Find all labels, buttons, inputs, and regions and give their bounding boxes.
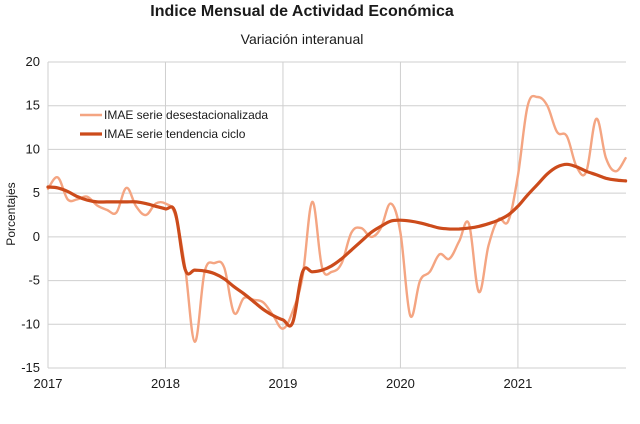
y-tick-label: 20 — [26, 54, 40, 69]
y-tick-label: 10 — [26, 141, 40, 156]
x-tick-label: 2019 — [268, 376, 297, 391]
y-tick-labels: 20 15 10 5 0 -5 -10 -15 — [21, 54, 40, 375]
series-line-tendencia-ciclo — [46, 162, 628, 328]
legend-label: IMAE serie desestacionalizada — [104, 108, 268, 122]
x-tick-label: 2021 — [503, 376, 532, 391]
y-tick-label: -10 — [21, 316, 40, 331]
y-tick-label: -15 — [21, 360, 40, 375]
grid — [47, 61, 626, 369]
legend: IMAE serie desestacionalizada IMAE serie … — [80, 108, 268, 141]
y-tick-label: -5 — [28, 273, 40, 288]
series-line-desestacionalizada — [46, 94, 627, 344]
x-tick-label: 2018 — [151, 376, 180, 391]
x-tick-label: 2017 — [34, 376, 63, 391]
series-lines — [46, 94, 628, 344]
x-tick-label: 2020 — [386, 376, 415, 391]
y-tick-label: 15 — [26, 98, 40, 113]
x-tick-labels: 2017 2018 2019 2020 2021 — [34, 376, 533, 391]
y-tick-label: 0 — [33, 229, 40, 244]
y-axis-label: Porcentajes — [4, 182, 18, 245]
legend-label: IMAE serie tendencia ciclo — [104, 127, 246, 141]
chart-title: Indice Mensual de Actividad Económica — [150, 3, 454, 20]
chart-subtitle: Variación interanual — [241, 31, 364, 47]
y-tick-label: 5 — [33, 185, 40, 200]
